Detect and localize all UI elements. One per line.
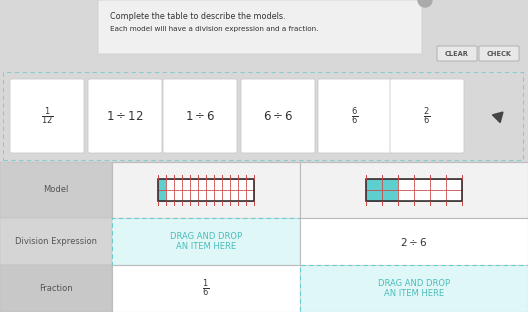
Bar [398,179,414,190]
FancyBboxPatch shape [88,79,162,153]
Bar [3,72,523,160]
Bar [182,190,190,201]
Text: $1 \div 12$: $1 \div 12$ [106,110,144,123]
Bar [0,162,112,218]
Bar [158,190,166,201]
Bar [190,179,198,190]
Bar [366,190,382,201]
Text: $\frac{1}{6}$: $\frac{1}{6}$ [202,278,210,299]
Circle shape [418,0,432,7]
Text: $2 \div 6$: $2 \div 6$ [400,236,428,247]
Bar [112,265,300,312]
Bar [166,190,174,201]
FancyBboxPatch shape [479,46,519,61]
Bar [166,179,174,190]
Bar [430,190,446,201]
Bar [382,190,398,201]
FancyBboxPatch shape [163,79,237,153]
Bar [0,265,112,312]
Text: CLEAR: CLEAR [445,51,469,56]
Text: DRAG AND DROP
AN ITEM HERE: DRAG AND DROP AN ITEM HERE [170,232,242,251]
Bar [0,218,112,265]
Bar [446,179,462,190]
Bar [112,162,300,218]
Bar [214,179,222,190]
FancyBboxPatch shape [10,79,84,153]
Bar [446,190,462,201]
Bar [198,190,206,201]
Bar [158,179,254,201]
Bar [174,190,182,201]
Bar [230,179,238,190]
Text: CHECK: CHECK [486,51,512,56]
Bar [382,179,398,190]
Bar [214,190,222,201]
FancyBboxPatch shape [98,0,422,54]
Text: Fraction: Fraction [39,284,73,293]
Bar [112,218,300,265]
Bar [198,179,206,190]
Bar [366,179,462,201]
Bar [222,179,230,190]
Bar [190,190,198,201]
Bar [366,179,382,190]
Text: $\frac{6}{6}$: $\frac{6}{6}$ [351,105,359,127]
Bar [246,190,254,201]
Text: Each model will have a division expression and a fraction.: Each model will have a division expressi… [110,26,318,32]
Bar [238,190,246,201]
FancyBboxPatch shape [318,79,392,153]
Bar [414,179,430,190]
Text: Model: Model [43,186,69,194]
Text: DRAG AND DROP
AN ITEM HERE: DRAG AND DROP AN ITEM HERE [378,279,450,298]
Text: Division Expression: Division Expression [15,237,97,246]
Bar [398,190,414,201]
Text: $6 \div 6$: $6 \div 6$ [262,110,294,123]
Bar [158,179,166,190]
FancyBboxPatch shape [390,79,464,153]
Bar [206,190,214,201]
Bar [182,179,190,190]
Bar [300,218,528,265]
Bar [430,179,446,190]
Bar [300,162,528,218]
Text: $1 \div 6$: $1 \div 6$ [185,110,215,123]
FancyBboxPatch shape [437,46,477,61]
Bar [414,190,430,201]
Bar [222,190,230,201]
FancyBboxPatch shape [241,79,315,153]
Text: $\frac{1}{12}$: $\frac{1}{12}$ [41,105,53,127]
Text: $\frac{2}{6}$: $\frac{2}{6}$ [423,105,431,127]
Text: Complete the table to describe the models.: Complete the table to describe the model… [110,12,286,21]
Bar [206,179,214,190]
Bar [300,265,528,312]
Bar [174,179,182,190]
Bar [230,190,238,201]
Bar [246,179,254,190]
Bar [238,179,246,190]
